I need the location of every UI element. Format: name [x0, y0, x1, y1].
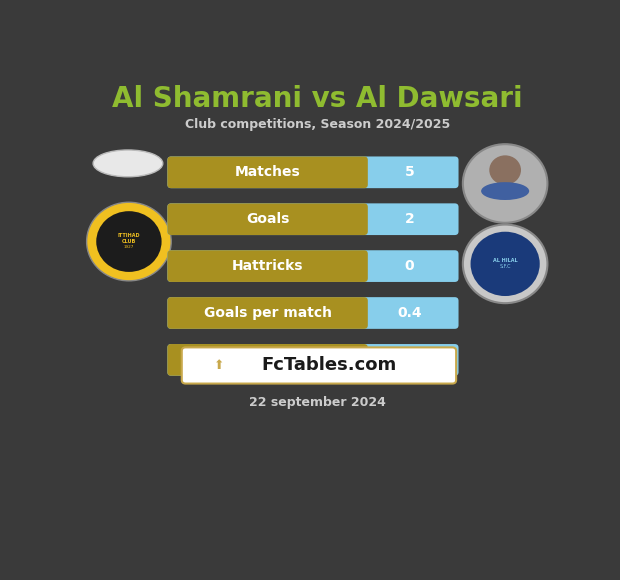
FancyBboxPatch shape [167, 204, 368, 235]
Text: FcTables.com: FcTables.com [261, 357, 396, 375]
Bar [358, 300, 365, 325]
FancyBboxPatch shape [167, 344, 459, 376]
Text: AL HILAL: AL HILAL [493, 258, 518, 263]
Ellipse shape [481, 182, 529, 200]
Bar [358, 347, 365, 372]
FancyBboxPatch shape [167, 297, 368, 329]
FancyBboxPatch shape [182, 347, 456, 383]
FancyBboxPatch shape [167, 157, 368, 188]
Text: Matches: Matches [235, 165, 301, 179]
Text: Goals per match: Goals per match [203, 306, 332, 320]
Text: Min per goal: Min per goal [219, 353, 317, 367]
Text: Al Shamrani vs Al Dawsari: Al Shamrani vs Al Dawsari [112, 85, 523, 113]
Text: Club competitions, Season 2024/2025: Club competitions, Season 2024/2025 [185, 118, 450, 130]
Circle shape [96, 211, 162, 272]
Text: 22 september 2024: 22 september 2024 [249, 396, 386, 409]
Text: ⬆: ⬆ [214, 359, 224, 372]
Text: 0.4: 0.4 [397, 306, 422, 320]
FancyBboxPatch shape [167, 250, 459, 282]
Text: 1927: 1927 [124, 245, 134, 249]
Text: CLUB: CLUB [122, 239, 136, 244]
FancyBboxPatch shape [167, 250, 368, 282]
Text: 2: 2 [404, 212, 414, 226]
Bar [358, 207, 365, 231]
Text: 0: 0 [404, 259, 414, 273]
Bar [358, 160, 365, 184]
Text: S.F.C: S.F.C [499, 264, 511, 270]
FancyBboxPatch shape [167, 157, 459, 188]
Text: Hattricks: Hattricks [232, 259, 303, 273]
Text: 255: 255 [395, 353, 424, 367]
Circle shape [463, 144, 547, 223]
Circle shape [471, 232, 540, 296]
FancyBboxPatch shape [167, 297, 459, 329]
Bar [358, 254, 365, 278]
Circle shape [87, 202, 171, 281]
Circle shape [463, 224, 547, 303]
FancyBboxPatch shape [167, 344, 368, 376]
Text: Goals: Goals [246, 212, 290, 226]
Text: ITTIHAD: ITTIHAD [118, 233, 140, 238]
Circle shape [489, 155, 521, 185]
Ellipse shape [93, 150, 163, 177]
FancyBboxPatch shape [167, 204, 459, 235]
Text: 5: 5 [404, 165, 414, 179]
